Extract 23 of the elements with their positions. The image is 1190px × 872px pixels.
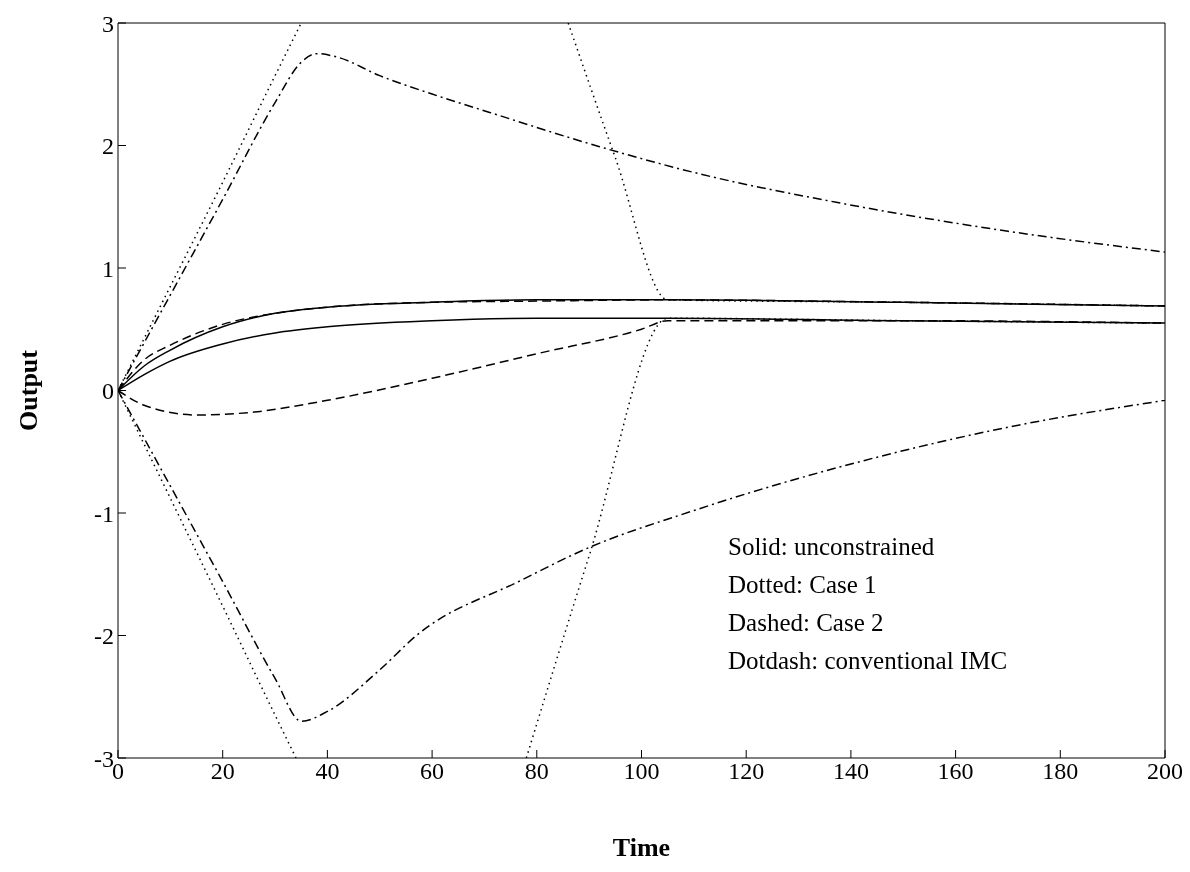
x-tick-label: 80 <box>524 758 549 785</box>
x-axis-title: Time <box>612 833 671 863</box>
annotation: Dashed: Case 2 <box>728 608 885 638</box>
y-tick-label: 3 <box>102 10 114 37</box>
x-tick-label: 100 <box>623 758 660 785</box>
y-tick-label: 1 <box>102 255 114 282</box>
y-tick-label: 0 <box>102 378 114 405</box>
y-axis-title: Output <box>14 349 44 431</box>
y-tick-label: -1 <box>94 500 114 527</box>
annotation: Solid: unconstrained <box>728 532 936 562</box>
y-tick-label: -2 <box>94 623 114 650</box>
annotation: Dotted: Case 1 <box>728 570 878 600</box>
x-tick-label: 160 <box>937 758 974 785</box>
x-tick-label: 180 <box>1042 758 1079 785</box>
x-tick-label: 140 <box>832 758 869 785</box>
y-tick-label: 2 <box>102 133 114 160</box>
x-tick-label: 120 <box>728 758 765 785</box>
x-tick-label: 60 <box>420 758 445 785</box>
annotation: Dotdash: conventional IMC <box>728 646 1008 676</box>
x-tick-label: 20 <box>210 758 235 785</box>
x-tick-label: 200 <box>1147 758 1183 785</box>
y-tick-label: -3 <box>94 745 114 772</box>
x-tick-label: 40 <box>315 758 340 785</box>
